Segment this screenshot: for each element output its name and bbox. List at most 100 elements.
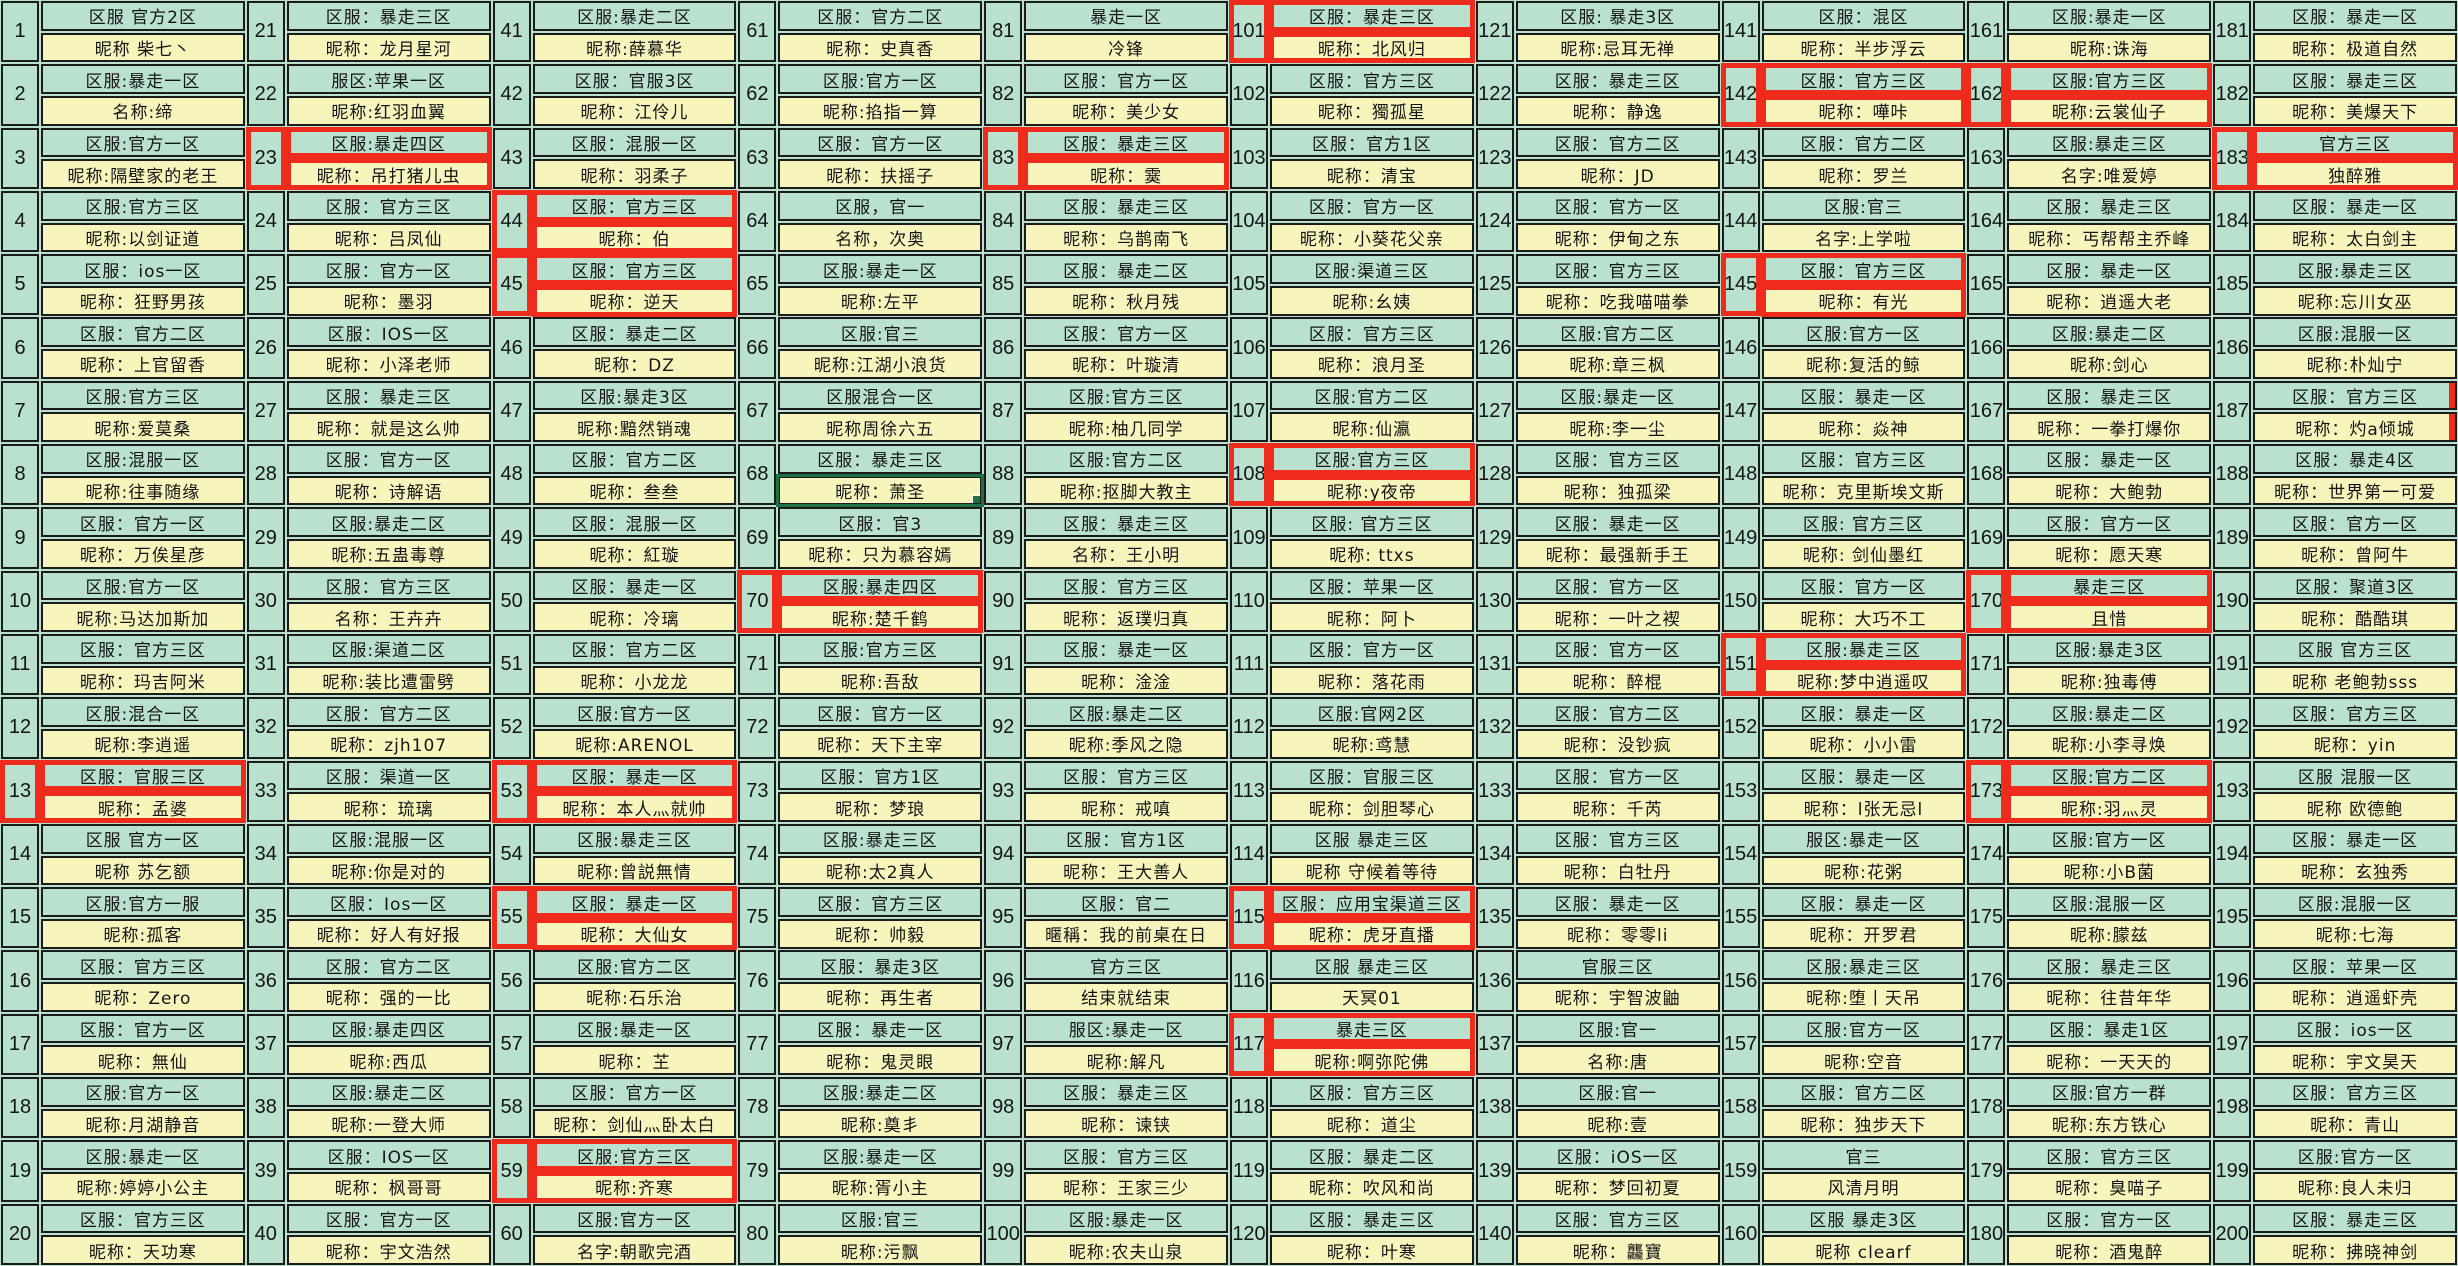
entry-number-cell[interactable]: 159 [1721, 1140, 1760, 1202]
region-cell[interactable]: 区服：官方一区 [1270, 190, 1474, 221]
entry-number-cell[interactable]: 102 [1230, 64, 1268, 126]
entry-number-cell[interactable]: 88 [984, 444, 1023, 506]
nickname-cell[interactable]: 昵称：曾阿牛 [2253, 539, 2457, 569]
nickname-cell[interactable]: 昵称:马达加斯加 [41, 602, 245, 632]
entry-number-cell[interactable]: 116 [1230, 950, 1268, 1012]
nickname-cell[interactable]: 昵称:诛海 [2007, 32, 2212, 63]
region-cell[interactable]: 区服：暴走三区 [1515, 64, 1720, 94]
nickname-cell[interactable]: 昵称：天下主宰 [778, 728, 983, 759]
region-cell[interactable]: 区服:官方二区 [1270, 380, 1474, 411]
region-cell[interactable]: 区服：暴走一区 [1024, 633, 1228, 664]
region-cell[interactable]: 区服：暴走一区 [1515, 887, 1720, 917]
entry-number-cell[interactable]: 58 [492, 1077, 531, 1139]
region-cell[interactable]: 区服：IOS一区 [286, 317, 491, 348]
region-cell[interactable]: 区服 官方一区 [41, 823, 245, 854]
entry-number-cell[interactable]: 114 [1230, 823, 1268, 886]
region-cell[interactable]: 区服:暴走一区 [2007, 1, 2212, 31]
entry-number-cell[interactable]: 187 [2213, 380, 2252, 443]
region-cell[interactable]: 区服:暴走二区 [286, 1077, 491, 1107]
entry-number-cell[interactable]: 2 [1, 64, 39, 126]
region-cell[interactable]: 区服:官方一区 [2253, 1140, 2457, 1171]
nickname-cell[interactable]: 昵称：克里斯埃文斯 [1761, 475, 1966, 506]
entry-number-cell[interactable]: 119 [1230, 1140, 1268, 1202]
region-cell[interactable]: 区服:暴走四区 [285, 126, 492, 159]
region-cell[interactable]: 区服：官方三区 [1760, 253, 1967, 285]
nickname-cell[interactable]: 昵称: ttxs [1270, 539, 1474, 569]
entry-number-cell[interactable]: 168 [1967, 444, 2006, 506]
region-cell[interactable]: 区服：官方三区 [41, 633, 245, 664]
entry-number-cell[interactable]: 184 [2213, 190, 2252, 253]
entry-number-cell[interactable]: 193 [2213, 760, 2252, 822]
entry-number-cell[interactable]: 93 [984, 760, 1023, 822]
nickname-cell[interactable]: 昵称 苏乞额 [41, 855, 245, 886]
nickname-cell[interactable]: 昵称：墨羽 [286, 285, 491, 316]
region-cell[interactable]: 区服:官网2区 [1270, 697, 1474, 727]
entry-number-cell[interactable]: 191 [2213, 633, 2252, 696]
nickname-cell[interactable]: 昵称：臭喵子 [2007, 1172, 2212, 1202]
region-cell[interactable]: 区服：官方三区 [1270, 1077, 1474, 1107]
nickname-cell[interactable]: 昵称：美爆天下 [2253, 95, 2457, 126]
region-cell[interactable]: 区服：官方一区 [2253, 507, 2457, 538]
entry-number-cell[interactable]: 149 [1721, 507, 1760, 569]
entry-number-cell[interactable]: 31 [246, 633, 285, 696]
entry-number-cell[interactable]: 192 [2213, 697, 2252, 759]
entry-number-cell[interactable]: 74 [738, 823, 777, 886]
entry-number-cell[interactable]: 135 [1475, 887, 1514, 949]
region-cell[interactable]: 区服：暴走三区 [1023, 126, 1229, 159]
nickname-cell[interactable]: 昵称：美少女 [1024, 95, 1228, 126]
region-cell[interactable]: 官服三区 [1515, 950, 1720, 981]
region-cell[interactable]: 区服:混服一区 [41, 444, 245, 474]
entry-number-cell[interactable]: 180 [1967, 1203, 2006, 1265]
nickname-cell[interactable]: 昵称：孟婆 [40, 791, 246, 823]
entry-number-cell[interactable]: 171 [1967, 633, 2006, 696]
region-cell[interactable]: 区服：官方三区 [286, 190, 491, 221]
region-cell[interactable]: 区服：官方1区 [1270, 127, 1474, 158]
nickname-cell[interactable]: 昵称:掐指一算 [778, 95, 983, 126]
entry-number-cell[interactable]: 145 [1720, 253, 1761, 317]
nickname-cell[interactable]: 昵称：大鲍勃 [2007, 475, 2212, 506]
region-cell[interactable]: 区服: 暴走3区 [1515, 1, 1720, 31]
nickname-cell[interactable]: 昵称:y夜帝 [1269, 474, 1475, 507]
entry-number-cell[interactable]: 107 [1230, 380, 1268, 443]
nickname-cell[interactable]: 昵称：霙 [1023, 158, 1229, 190]
region-cell[interactable]: 区服：官3 [778, 507, 983, 538]
nickname-cell[interactable]: 暱稱：我的前桌在日 [1024, 918, 1228, 949]
nickname-cell[interactable]: 昵称:章三枫 [1515, 349, 1720, 379]
nickname-cell[interactable]: 昵称：返璞归真 [1024, 602, 1228, 632]
nickname-cell[interactable]: 昵称：吹风和尚 [1270, 1172, 1474, 1202]
nickname-cell[interactable]: 昵称:薛慕华 [532, 32, 737, 63]
region-cell[interactable]: 区服：暴走一区 [1515, 507, 1720, 538]
region-cell[interactable]: 区服：官方三区 [531, 189, 738, 222]
region-cell[interactable]: 区服：官方二区 [41, 317, 245, 348]
region-cell[interactable]: 区服:官三 [778, 1203, 983, 1234]
entry-number-cell[interactable]: 5 [1, 254, 39, 316]
entry-number-cell[interactable]: 198 [2213, 1077, 2252, 1139]
entry-number-cell[interactable]: 147 [1721, 380, 1760, 443]
region-cell[interactable]: 官三 [1761, 1140, 1966, 1171]
nickname-cell[interactable]: 昵称:壹 [1515, 1108, 1720, 1139]
nickname-cell[interactable]: 昵称:柚几同学 [1024, 412, 1228, 443]
region-cell[interactable]: 区服:暴走三区 [1761, 950, 1966, 981]
nickname-cell[interactable]: 名字:朝歌完酒 [532, 1235, 737, 1265]
entry-number-cell[interactable]: 71 [738, 633, 777, 696]
region-cell[interactable]: 区服:官三 [1761, 190, 1966, 221]
region-cell[interactable]: 区服:混服一区 [2007, 887, 2212, 917]
region-cell[interactable]: 区服：官方一区 [1515, 633, 1720, 664]
entry-number-cell[interactable]: 166 [1967, 317, 2006, 379]
region-cell[interactable]: 区服：官方一区 [2007, 507, 2212, 538]
region-cell[interactable]: 区服:混服一区 [286, 823, 491, 854]
nickname-cell[interactable]: 昵称:吾敌 [778, 665, 983, 696]
region-cell[interactable]: 区服：官方一区 [1024, 317, 1228, 348]
region-cell[interactable]: 区服：暴走一区 [2007, 254, 2212, 284]
entry-number-cell[interactable]: 23 [245, 126, 286, 190]
region-cell[interactable]: 区服:官方三区 [1024, 380, 1228, 411]
region-cell[interactable]: 区服:暴走二区 [778, 1077, 983, 1107]
region-cell[interactable]: 区服：暴走三区 [2007, 950, 2212, 981]
region-cell[interactable]: 区服:官方一区 [778, 64, 983, 94]
entry-number-cell[interactable]: 113 [1230, 760, 1268, 822]
region-cell[interactable]: 服区:苹果一区 [286, 64, 491, 94]
entry-number-cell[interactable]: 200 [2213, 1203, 2252, 1265]
region-cell[interactable]: 区服：官方一区 [778, 697, 983, 727]
region-cell[interactable]: 区服：暴走三区 [286, 380, 491, 411]
region-cell[interactable]: 区服：官方三区 [1024, 760, 1228, 791]
